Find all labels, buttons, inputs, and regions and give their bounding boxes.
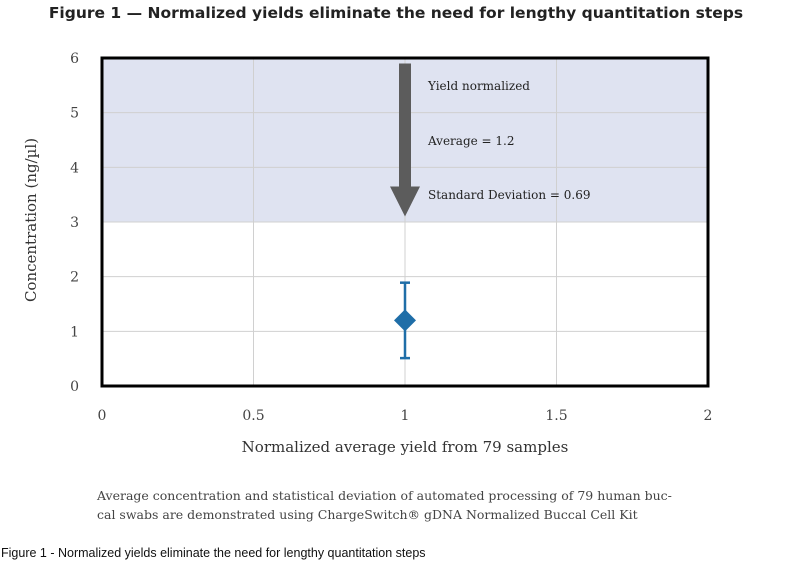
y-tick-label: 3	[70, 215, 79, 231]
y-tick-label: 6	[70, 51, 79, 67]
annotation-text: Yield normalized	[427, 79, 530, 93]
x-tick-label: 1.5	[545, 408, 567, 424]
annotations: Yield normalized Average = 1.2 Standard De…	[427, 79, 591, 202]
arrow-down-shape	[390, 63, 420, 217]
y-tick-label: 5	[70, 106, 79, 122]
plot-frame	[100, 56, 710, 388]
x-axis-label: Normalized average yield from 79 samples	[241, 438, 569, 456]
y-axis-label: Concentration (ng/µl)	[22, 137, 40, 303]
data-point-diamond	[394, 309, 416, 332]
arrow-marker	[390, 63, 420, 217]
x-tick-label: 0.5	[242, 408, 264, 424]
x-tick-label: 1	[401, 408, 410, 424]
y-tick-label: 4	[70, 160, 79, 176]
data-points	[394, 281, 416, 360]
x-tick-label: 0	[98, 408, 107, 424]
caption: Average concentration and statistical de…	[97, 486, 727, 524]
x-tick-label: 2	[704, 408, 713, 424]
caption-line: cal swabs are demonstrated using ChargeS…	[97, 507, 638, 522]
x-tick-labels: 0 0.5 1 1.5 2	[98, 408, 713, 424]
y-tick-labels: 0 1 2 3 4 5 6	[70, 51, 79, 395]
y-tick-label: 2	[70, 270, 79, 286]
footer-caption: Figure 1 - Normalized yields eliminate t…	[1, 546, 426, 560]
caption-line: Average concentration and statistical de…	[97, 488, 672, 503]
figure-title: Figure 1 — Normalized yields eliminate t…	[48, 4, 744, 22]
y-tick-label: 1	[70, 324, 79, 340]
annotation-text: Average = 1.2	[427, 134, 515, 148]
y-tick-label: 0	[70, 379, 79, 395]
annotation-text: Standard Deviation = 0.69	[428, 188, 591, 202]
